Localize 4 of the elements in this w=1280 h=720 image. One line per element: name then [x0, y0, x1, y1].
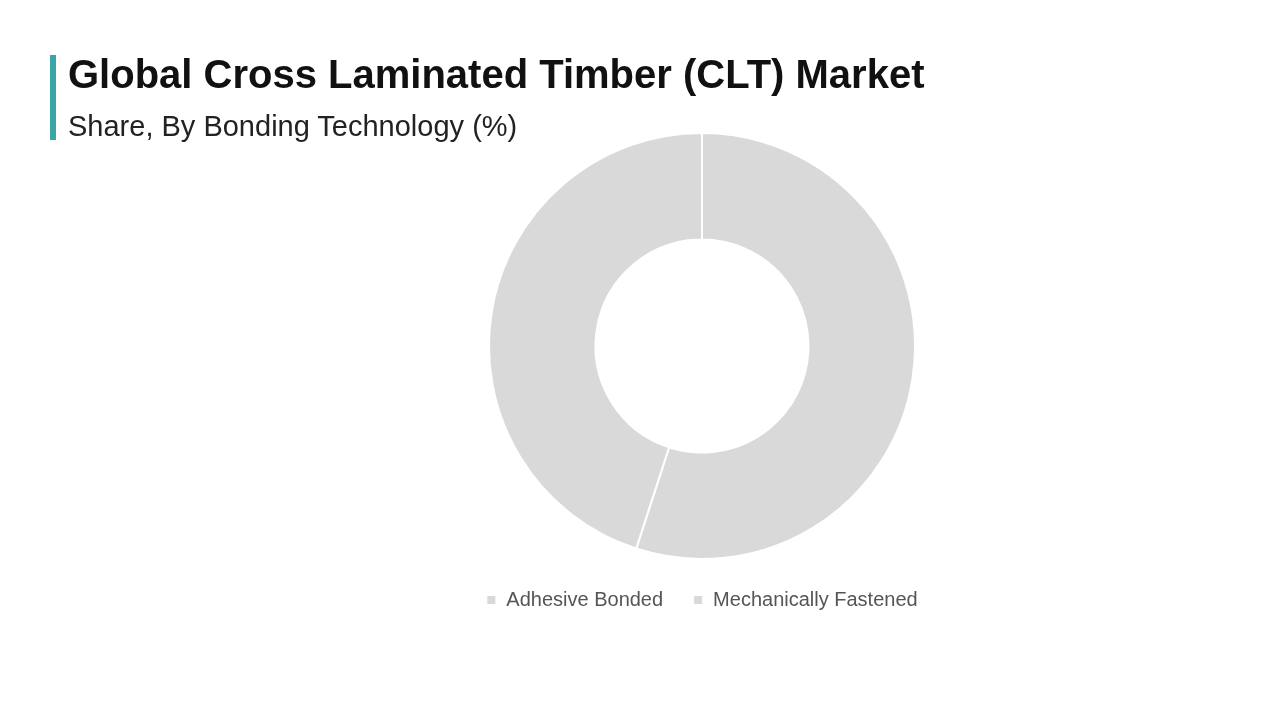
chart-subtitle: Share, By Bonding Technology (%): [68, 110, 518, 143]
legend-label: Mechanically Fastened: [713, 587, 918, 610]
chart-title: Global Cross Laminated Timber (CLT) Market: [68, 52, 925, 97]
legend-label: Adhesive Bonded: [506, 587, 664, 610]
